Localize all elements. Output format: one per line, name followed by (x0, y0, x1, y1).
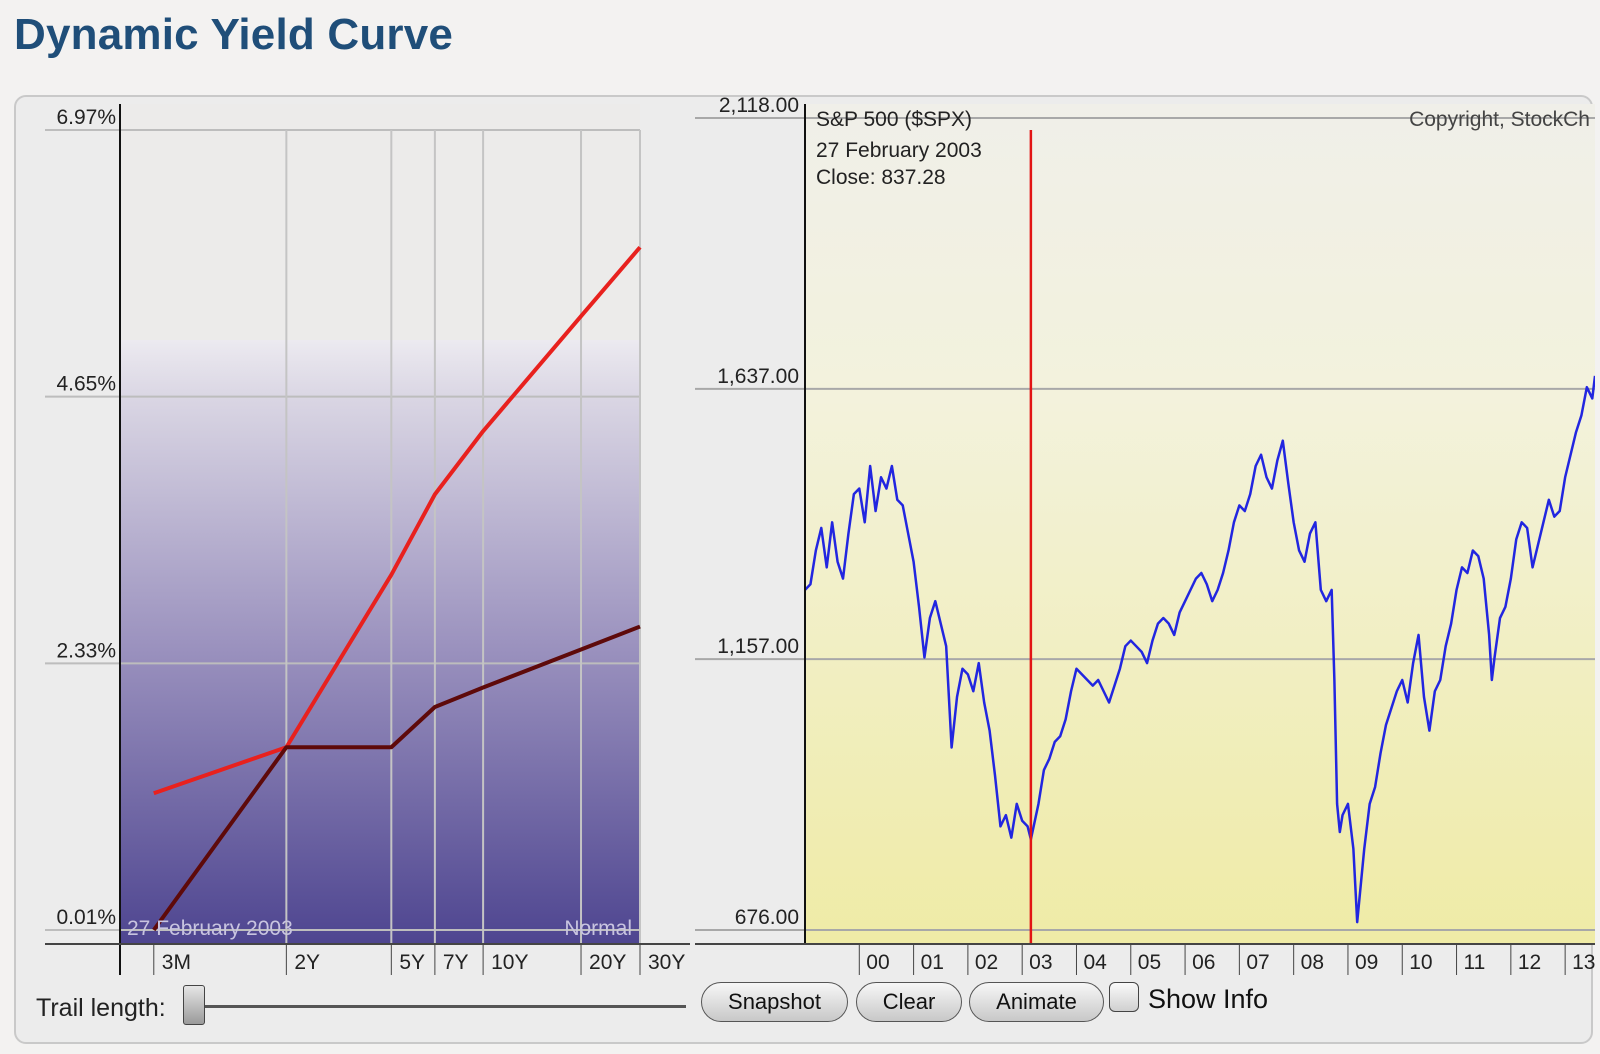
animate-button[interactable]: Animate (969, 982, 1104, 1022)
spx-cursor-close: Close: 837.28 (816, 166, 946, 189)
spx-x-tick-label: 00 (866, 951, 889, 974)
spx-y-tick-label: 676.00 (735, 906, 799, 929)
yield-y-tick-label: 6.97% (56, 106, 116, 129)
spx-x-tick-label: 02 (975, 951, 998, 974)
spx-x-tick-label: 06 (1192, 951, 1215, 974)
spx-x-tick-label: 05 (1138, 951, 1161, 974)
trail-length-slider-track[interactable] (200, 1005, 686, 1008)
spx-x-tick-label: 12 (1518, 951, 1541, 974)
spx-x-tick-label: 07 (1246, 951, 1269, 974)
spx-x-tick-label: 13 (1572, 951, 1595, 974)
yield-x-tick-label: 7Y (443, 951, 469, 974)
spx-x-tick-label: 03 (1029, 951, 1052, 974)
spx-x-tick-label: 08 (1301, 951, 1324, 974)
spx-x-tick-label: 04 (1083, 951, 1107, 974)
spx-x-tick-label: 10 (1409, 951, 1432, 974)
spx-y-tick-label: 2,118.00 (719, 94, 799, 117)
yield-y-tick-label: 4.65% (56, 373, 116, 396)
page-title: Dynamic Yield Curve (14, 10, 454, 59)
spx-y-tick-label: 1,637.00 (717, 365, 799, 388)
yield-series-line-1 (152, 624, 641, 932)
yield-x-tick-label: 10Y (491, 951, 528, 974)
show-info-checkbox[interactable] (1109, 982, 1139, 1012)
yield-x-tick-label: 3M (162, 951, 191, 974)
yield-curve-chart: 0.01% 2.33% 4.65% 6.97% 3M 2Y 5Y 7Y 10Y 20Y 30Y 27… (45, 104, 690, 975)
spx-plot-background (805, 104, 1595, 944)
spx-x-tick-label: 11 (1464, 951, 1486, 974)
spx-x-tick-label: 09 (1355, 951, 1378, 974)
yield-x-tick-label: 2Y (294, 951, 320, 974)
spx-copyright: Copyright, StockCh (1409, 108, 1590, 131)
yield-x-tick-label: 20Y (589, 951, 626, 974)
spx-x-tick-label: 01 (921, 951, 944, 974)
spx-cursor-date: 27 February 2003 (816, 139, 982, 162)
spx-series-line (804, 375, 1595, 924)
show-info-label: Show Info (1148, 984, 1269, 1014)
yield-overlay-date: 27 February 2003 (127, 917, 293, 940)
yield-x-tick-label: 30Y (648, 951, 685, 974)
spx-chart: 676.00 1,157.00 1,637.00 2,118.00 00 01 02 03 04… (695, 94, 1595, 975)
clear-button[interactable]: Clear (856, 982, 962, 1022)
spx-y-tick-label: 1,157.00 (717, 635, 799, 658)
spx-title: S&P 500 ($SPX) (816, 108, 972, 131)
snapshot-button[interactable]: Snapshot (701, 982, 848, 1022)
yield-overlay-shape: Normal (564, 917, 632, 940)
yield-y-tick-label: 2.33% (56, 639, 116, 662)
yield-plot-gradient (120, 340, 640, 944)
yield-x-tick-label: 5Y (399, 951, 425, 974)
yield-y-tick-label: 0.01% (56, 906, 116, 929)
trail-length-slider-handle[interactable] (183, 985, 205, 1025)
trail-length-label: Trail length: (36, 994, 166, 1022)
